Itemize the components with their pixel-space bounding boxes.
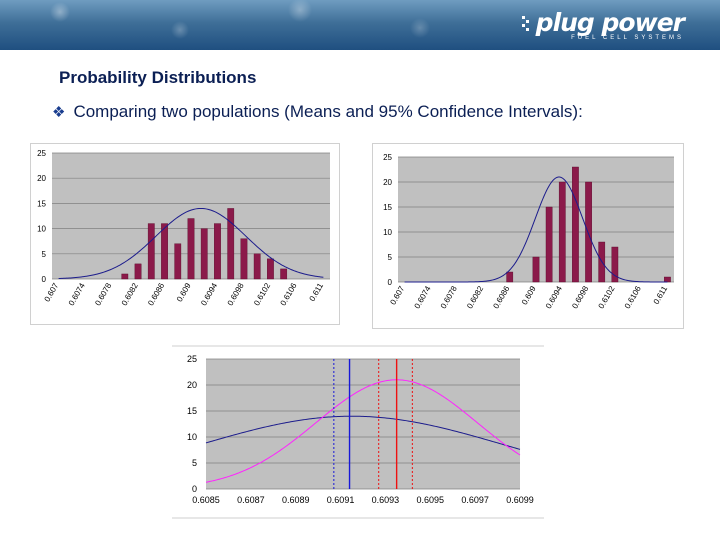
bar-0.6088 xyxy=(174,243,182,280)
series-curve-1 xyxy=(205,415,521,450)
x-tick-label: 0.6091 xyxy=(327,495,355,505)
y-tick-label: 25 xyxy=(187,354,197,364)
bullet-line: ❖ Comparing two populations (Means and 9… xyxy=(52,102,583,122)
y-tick-label: 10 xyxy=(187,432,197,442)
y-tick-label: 0 xyxy=(192,484,197,494)
x-tick-label: 0.6089 xyxy=(282,495,310,505)
bar-0.609 xyxy=(187,218,195,280)
y-tick-label: 0 xyxy=(388,278,393,287)
bar-0.6082 xyxy=(134,263,142,280)
diamond-bullet-icon: ❖ xyxy=(52,104,66,121)
bar-0.6102 xyxy=(611,246,619,283)
y-tick-label: 20 xyxy=(37,174,46,183)
y-tick-label: 5 xyxy=(388,253,393,262)
y-tick-label: 25 xyxy=(383,153,392,162)
x-tick-label: 0.6087 xyxy=(237,495,265,505)
y-tick-label: 15 xyxy=(187,406,197,416)
logo-tagline: FUEL CELL SYSTEMS xyxy=(571,35,684,41)
y-tick-label: 20 xyxy=(383,178,392,187)
bar-0.6096 xyxy=(572,166,579,283)
y-tick-label: 15 xyxy=(37,199,46,208)
normal-curve xyxy=(404,176,668,283)
bar-0.609 xyxy=(532,256,540,283)
bar-0.6086 xyxy=(506,271,514,283)
bar-0.6086 xyxy=(161,223,168,280)
bullet-text: Comparing two populations (Means and 95%… xyxy=(73,102,583,121)
bar-0.6094 xyxy=(214,223,221,280)
bar-0.611 xyxy=(664,276,671,283)
plug-power-logo: plug power FUEL CELL SYSTEMS xyxy=(521,8,685,41)
y-tick-label: 25 xyxy=(37,149,46,158)
bar-0.6098 xyxy=(585,181,592,283)
logo-mark-icon xyxy=(521,16,529,31)
bar-0.6102 xyxy=(267,258,274,280)
y-tick-label: 10 xyxy=(37,225,46,234)
y-tick-label: 15 xyxy=(383,203,392,212)
series-curve-2 xyxy=(205,379,521,483)
normal-curve xyxy=(58,207,324,280)
bar-0.6092 xyxy=(200,228,208,280)
bar-0.6084 xyxy=(147,223,155,280)
x-tick-label: 0.6097 xyxy=(461,495,489,505)
y-tick-label: 10 xyxy=(383,228,392,237)
comparison-chart: 0 5 10 15 20 25 0.6085 0.6087 0.6089 0.6091 0.6093… xyxy=(170,345,546,520)
bar-0.61 xyxy=(253,253,261,280)
bar-0.6096 xyxy=(227,208,235,280)
y-tick-label: 5 xyxy=(42,250,47,259)
x-tick-label: 0.6093 xyxy=(372,495,400,505)
y-tick-label: 0 xyxy=(42,275,47,284)
x-tick-label: 0.6099 xyxy=(506,495,534,505)
y-tick-label: 5 xyxy=(192,458,197,468)
bar-0.6098 xyxy=(240,238,248,280)
page-title: Probability Distributions xyxy=(59,68,257,87)
bar-0.608 xyxy=(121,273,129,280)
bar-0.6104 xyxy=(280,268,288,280)
bar-0.6094 xyxy=(558,181,566,283)
logo-name: plug power xyxy=(535,8,685,37)
bar-0.6092 xyxy=(545,206,553,283)
plot-area xyxy=(206,359,520,489)
y-tick-label: 20 xyxy=(187,380,197,390)
x-tick-label: 0.6085 xyxy=(192,495,220,505)
x-tick-label: 0.6095 xyxy=(417,495,445,505)
header-banner: plug power FUEL CELL SYSTEMS xyxy=(0,0,720,50)
